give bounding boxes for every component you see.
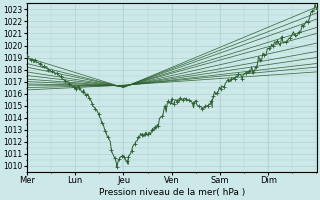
X-axis label: Pression niveau de la mer( hPa ): Pression niveau de la mer( hPa ) — [99, 188, 245, 197]
